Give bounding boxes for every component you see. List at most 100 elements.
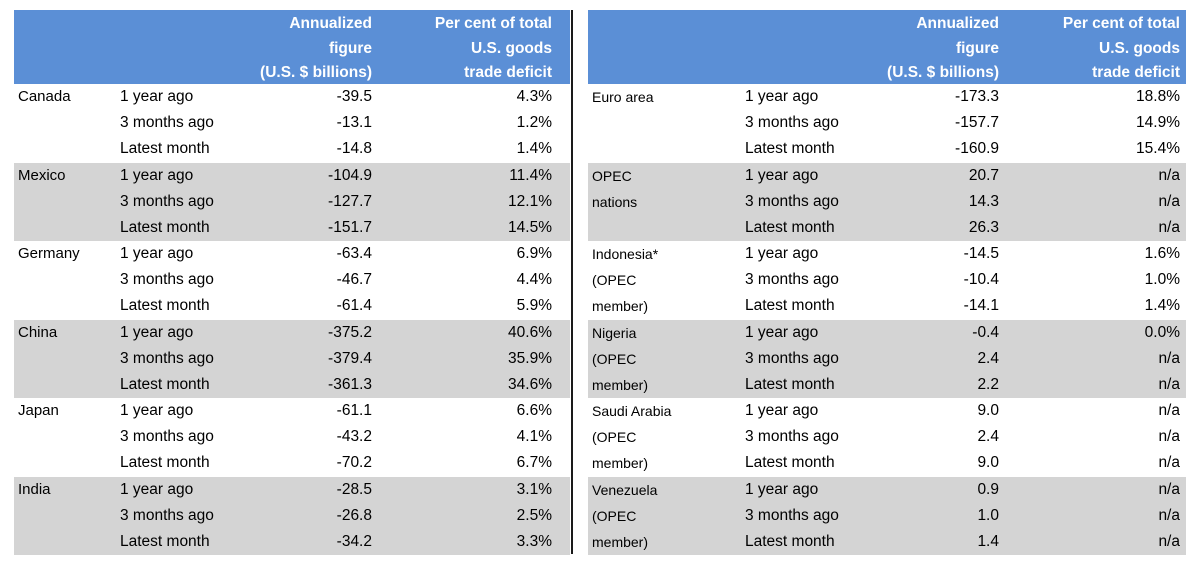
period-label: 3 months ago xyxy=(120,271,214,288)
region-label-line: (OPEC xyxy=(592,507,637,524)
region-label: Germany xyxy=(18,241,80,267)
annualized-value: 2.4 xyxy=(977,428,999,445)
region-label-line: Indonesia* xyxy=(592,246,659,262)
region-label: Indonesia* (OPEC member) xyxy=(592,241,658,319)
percent-value: n/a xyxy=(1158,532,1180,550)
region-label: Saudi Arabia (OPEC member) xyxy=(592,398,671,476)
annualized-value: 2.2 xyxy=(977,375,999,393)
period-label: Latest month xyxy=(120,140,210,157)
region-label-line: (OPEC xyxy=(592,429,637,445)
period-label: 3 months ago xyxy=(745,506,839,524)
percent-value: n/a xyxy=(1158,192,1180,210)
region-label-line: member) xyxy=(592,455,649,471)
figure-column-header: Annualized figure (U.S. $ billions) xyxy=(887,15,999,81)
left-table: Annualized figure (U.S. $ billions) Per … xyxy=(14,10,570,555)
period-label: 3 months ago xyxy=(745,349,839,367)
percent-value: n/a xyxy=(1158,218,1180,236)
annualized-value: -375.2 xyxy=(328,323,372,341)
percent-value: 0.0% xyxy=(1144,323,1180,341)
annualized-value: 26.3 xyxy=(968,218,999,236)
left-groups: Canada 1 year ago -39.5 4.3% 3 months ago -13… xyxy=(14,84,570,555)
period-label: Latest month xyxy=(120,297,210,314)
region-group: Germany 1 year ago -63.4 6.9% 3 months ago -4… xyxy=(14,241,570,320)
period-label: 1 year ago xyxy=(120,166,194,184)
region-group: Japan 1 year ago -61.1 6.6% 3 months ago -43.… xyxy=(14,398,570,477)
period-label: 1 year ago xyxy=(120,88,194,105)
right-header: Annualized figure (U.S. $ billions) Per … xyxy=(588,10,1186,84)
annualized-value: -160.9 xyxy=(955,140,999,157)
percent-value: 1.6% xyxy=(1144,245,1180,262)
region-label-line: Euro area xyxy=(592,89,654,105)
percent-value: 35.9% xyxy=(508,349,552,367)
percent-value: n/a xyxy=(1158,506,1180,524)
annualized-value: -379.4 xyxy=(328,349,372,367)
annualized-value: -61.1 xyxy=(336,402,372,419)
period-label: 1 year ago xyxy=(120,245,194,262)
period-label: 1 year ago xyxy=(120,323,194,341)
annualized-value: -151.7 xyxy=(328,218,372,236)
period-label: 1 year ago xyxy=(745,166,819,184)
annualized-value: -70.2 xyxy=(336,454,372,471)
annualized-value: 14.3 xyxy=(968,192,999,210)
region-label: OPEC nations xyxy=(592,163,637,215)
annualized-value: -173.3 xyxy=(955,88,999,105)
region-label-line: Germany xyxy=(18,245,80,262)
region-group: Venezuela (OPEC member) 1 year ago 0.9 n/a 3 m… xyxy=(588,476,1186,555)
annualized-value: -14.8 xyxy=(336,140,372,157)
annualized-value: -39.5 xyxy=(336,88,372,105)
annualized-value: -28.5 xyxy=(336,480,372,498)
percent-value: 34.6% xyxy=(508,375,552,393)
figure-column-header: Annualized figure (U.S. $ billions) xyxy=(260,15,372,81)
period-label: 3 months ago xyxy=(120,192,214,210)
annualized-value: 9.0 xyxy=(977,402,999,419)
region-label: Mexico xyxy=(18,163,66,189)
percent-value: 1.0% xyxy=(1144,271,1180,288)
period-label: Latest month xyxy=(745,140,835,157)
region-label: Canada xyxy=(18,84,71,110)
region-label-line: (OPEC xyxy=(592,272,637,288)
region-label-line: member) xyxy=(592,533,649,550)
region-group: Nigeria (OPEC member) 1 year ago -0.4 0.0% 3 m… xyxy=(588,319,1186,398)
percent-value: 6.9% xyxy=(516,245,552,262)
right-table: Annualized figure (U.S. $ billions) Per … xyxy=(588,10,1186,555)
period-label: 1 year ago xyxy=(745,88,819,105)
period-label: Latest month xyxy=(745,375,835,393)
percent-value: 11.4% xyxy=(509,166,552,184)
percent-value: n/a xyxy=(1158,375,1180,393)
percent-column-header: Per cent of total U.S. goods trade defic… xyxy=(1062,15,1180,81)
annualized-value: -26.8 xyxy=(336,506,372,524)
percent-value: 4.4% xyxy=(516,271,552,288)
region-label-line: Mexico xyxy=(18,166,66,184)
period-label: 3 months ago xyxy=(745,192,839,210)
annualized-value: -13.1 xyxy=(336,114,372,131)
region-group: Canada 1 year ago -39.5 4.3% 3 months ago -13… xyxy=(14,84,570,163)
period-label: 3 months ago xyxy=(120,428,214,445)
period-label: 1 year ago xyxy=(745,402,819,419)
annualized-value: -104.9 xyxy=(328,166,372,184)
percent-value: n/a xyxy=(1158,402,1180,419)
annualized-value: -361.3 xyxy=(328,375,372,393)
annualized-value: -127.7 xyxy=(328,192,372,210)
percent-value: n/a xyxy=(1158,454,1180,471)
annualized-value: 0.9 xyxy=(977,480,999,498)
period-label: 1 year ago xyxy=(120,402,194,419)
annualized-value: -63.4 xyxy=(336,245,372,262)
region-label-line: China xyxy=(18,323,58,341)
region-label: India xyxy=(18,477,51,503)
percent-value: 6.7% xyxy=(516,454,552,471)
annualized-value: -10.4 xyxy=(963,271,999,288)
period-label: Latest month xyxy=(745,218,835,236)
period-label: 3 months ago xyxy=(120,506,214,524)
percent-value: n/a xyxy=(1158,428,1180,445)
percent-value: 1.4% xyxy=(1144,297,1180,314)
region-label: Euro area xyxy=(592,84,653,110)
percent-value: 3.1% xyxy=(516,480,552,498)
annualized-value: 2.4 xyxy=(977,349,999,367)
percent-value: 18.8% xyxy=(1136,88,1180,105)
period-label: 3 months ago xyxy=(120,349,214,367)
left-header: Annualized figure (U.S. $ billions) Per … xyxy=(14,10,570,84)
region-group: Saudi Arabia (OPEC member) 1 year ago 9.0 n/a… xyxy=(588,398,1186,477)
percent-value: 6.6% xyxy=(516,402,552,419)
region-group: Euro area 1 year ago -173.3 18.8% 3 months a… xyxy=(588,84,1186,163)
percent-value: 14.9% xyxy=(1136,114,1180,131)
